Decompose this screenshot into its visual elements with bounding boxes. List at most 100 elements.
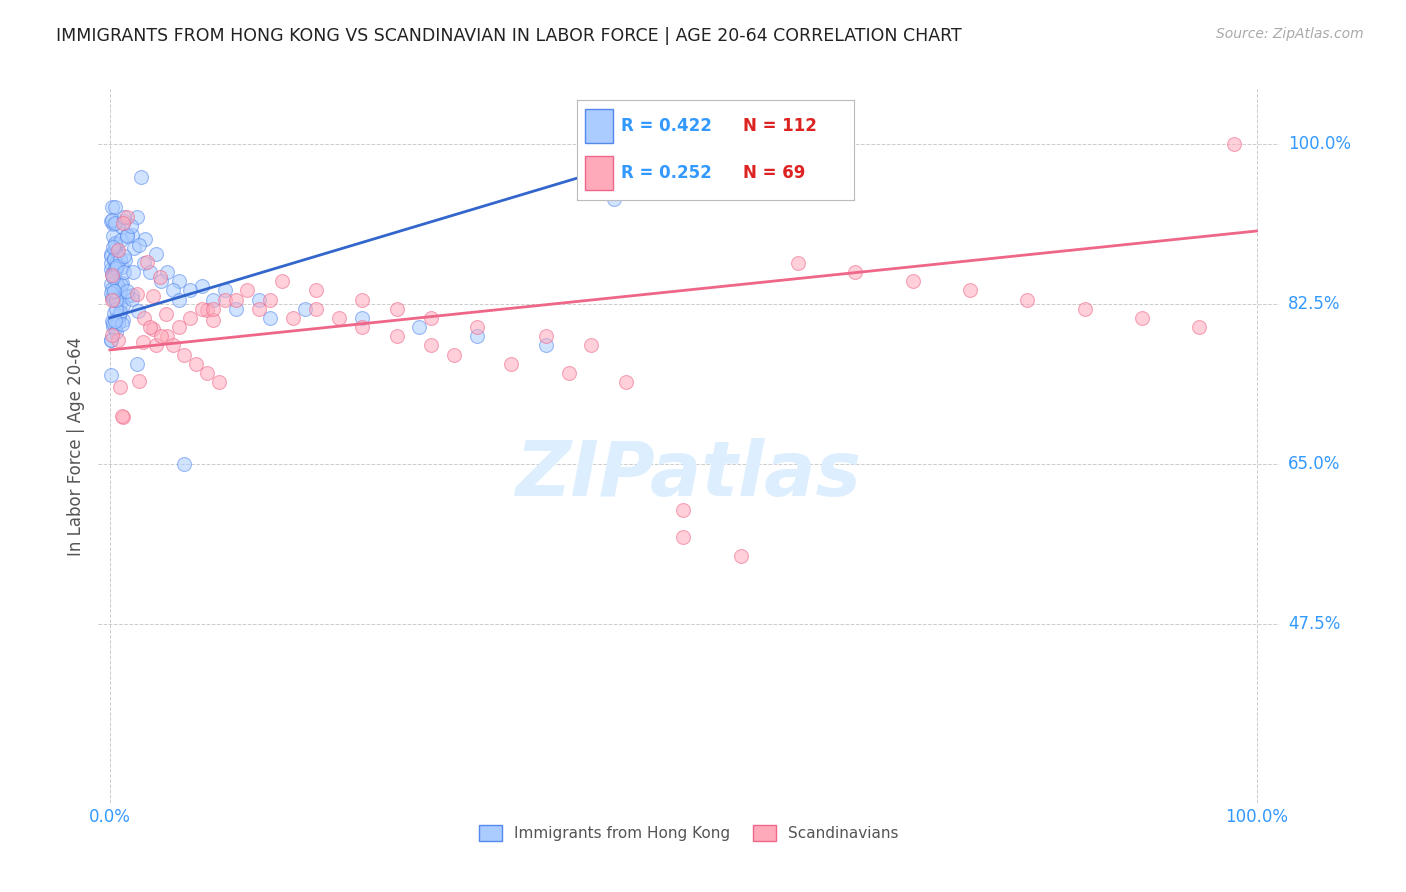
Point [111, 260, 134, 275]
Point [100, 333, 122, 347]
Point [465, 329, 488, 343]
Point [614, 375, 637, 389]
Point [145, 338, 167, 352]
Point [103, 252, 125, 267]
Point [103, 252, 125, 267]
Point [115, 228, 138, 243]
Point [104, 314, 127, 328]
Point [259, 293, 281, 307]
Point [112, 249, 135, 263]
Point [103, 290, 125, 304]
Point [105, 260, 128, 274]
Point [173, 347, 195, 361]
Point [139, 320, 162, 334]
Point [190, 301, 212, 316]
Point [103, 292, 125, 306]
Point [101, 314, 124, 328]
Point [134, 310, 156, 325]
Point [110, 297, 132, 311]
Point [115, 211, 138, 225]
Point [465, 320, 488, 334]
Point [167, 320, 190, 334]
Point [120, 219, 142, 234]
Point [108, 309, 131, 323]
Point [129, 170, 152, 185]
Point [131, 335, 153, 350]
Point [108, 252, 131, 266]
Point [104, 301, 127, 316]
Y-axis label: In Labor Force | Age 20-64: In Labor Force | Age 20-64 [66, 336, 84, 556]
Point [107, 279, 129, 293]
Point [149, 269, 172, 284]
Point [156, 265, 179, 279]
Text: Source: ZipAtlas.com: Source: ZipAtlas.com [1216, 27, 1364, 41]
Point [107, 310, 129, 325]
Point [100, 368, 122, 383]
Point [115, 288, 138, 302]
Point [107, 316, 129, 330]
Point [105, 259, 128, 273]
Point [786, 256, 808, 270]
Point [107, 244, 129, 258]
Point [247, 293, 270, 307]
Point [167, 293, 190, 307]
Point [110, 278, 132, 293]
Point [125, 286, 148, 301]
Point [134, 232, 156, 246]
Point [236, 284, 259, 298]
Point [114, 265, 136, 279]
Point [142, 289, 165, 303]
Point [105, 244, 128, 259]
Point [101, 281, 124, 295]
Point [352, 310, 374, 325]
Point [105, 247, 128, 261]
Point [501, 357, 523, 371]
Point [105, 284, 128, 298]
Point [901, 274, 924, 288]
Point [103, 289, 125, 303]
Legend: Immigrants from Hong Kong, Scandinavians: Immigrants from Hong Kong, Scandinavians [471, 817, 907, 848]
Point [100, 256, 122, 270]
Point [104, 293, 127, 307]
Point [101, 293, 124, 307]
Point [155, 307, 177, 321]
Point [100, 262, 122, 277]
Point [104, 325, 127, 339]
Point [603, 192, 626, 206]
Point [115, 228, 138, 243]
Point [112, 298, 135, 312]
Point [103, 240, 125, 254]
Point [385, 301, 408, 316]
Point [385, 329, 408, 343]
Point [100, 290, 122, 304]
Point [104, 286, 127, 301]
Point [112, 213, 135, 227]
Text: 100.0%: 100.0% [1288, 135, 1351, 153]
Point [121, 227, 143, 242]
Point [294, 301, 316, 316]
Point [100, 333, 122, 347]
Point [408, 320, 430, 334]
Point [534, 329, 557, 343]
Point [214, 293, 236, 307]
Point [114, 253, 136, 268]
Point [108, 380, 131, 394]
Point [225, 293, 247, 307]
Point [305, 301, 328, 316]
Point [104, 256, 127, 270]
Point [672, 503, 695, 517]
Point [1222, 137, 1244, 152]
Point [104, 216, 127, 230]
Text: 47.5%: 47.5% [1288, 615, 1340, 633]
Point [100, 246, 122, 260]
Point [959, 284, 981, 298]
Point [139, 265, 162, 279]
Point [150, 329, 173, 343]
Point [844, 265, 866, 279]
Point [104, 238, 127, 252]
Point [101, 328, 124, 343]
Point [150, 274, 173, 288]
Text: 82.5%: 82.5% [1288, 295, 1340, 313]
Point [1188, 320, 1211, 334]
Point [103, 316, 125, 330]
